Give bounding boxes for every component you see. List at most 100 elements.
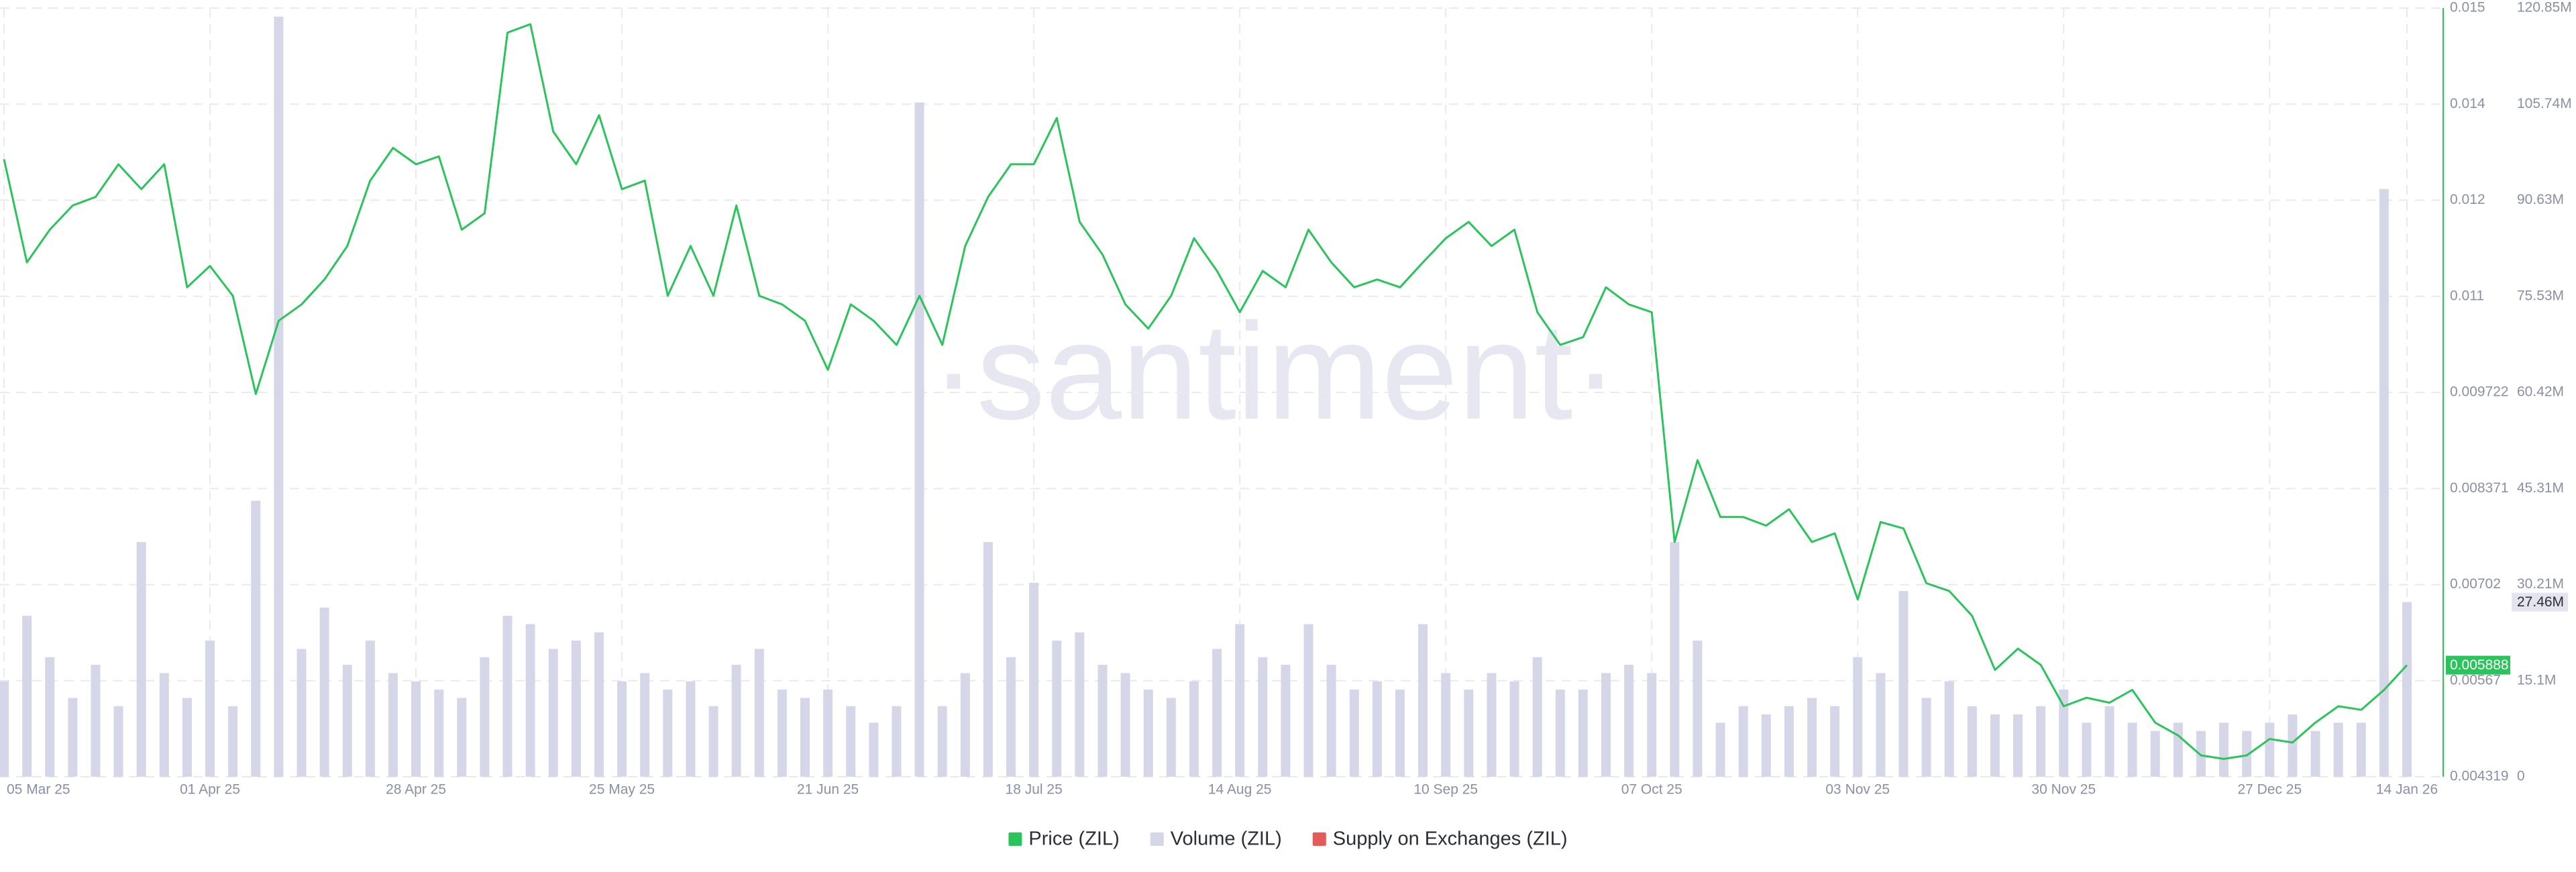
volume-bar — [2173, 722, 2183, 777]
volume-bar — [274, 16, 284, 777]
legend-swatch — [1150, 832, 1164, 846]
volume-bar — [1487, 673, 1497, 777]
y-tick-label: 0.014 — [2450, 96, 2485, 111]
volume-bar — [1853, 657, 1863, 777]
volume-bar — [159, 673, 169, 777]
volume-bar — [594, 632, 604, 777]
volume-bar — [1143, 690, 1153, 777]
volume-bar — [892, 706, 902, 777]
volume-bar — [1967, 706, 1977, 777]
volume-bar — [1693, 641, 1703, 777]
volume-bar — [1578, 690, 1588, 777]
volume-bar — [2150, 730, 2160, 777]
volume-bar — [205, 641, 215, 777]
volume-bar — [388, 673, 398, 777]
volume-bar — [777, 690, 787, 777]
volume-bar — [2379, 188, 2389, 777]
volume-bar — [2288, 714, 2298, 777]
x-tick-label: 05 Mar 25 — [7, 782, 70, 798]
volume-bar — [2013, 714, 2023, 777]
volume-bar — [228, 706, 238, 777]
volume-bar — [960, 673, 970, 777]
x-tick-label: 25 May 25 — [589, 782, 655, 798]
volume-bar — [1006, 657, 1016, 777]
x-tick-label: 28 Apr 25 — [386, 782, 446, 798]
volume-bar — [1509, 681, 1519, 777]
volume-bar — [68, 698, 78, 777]
volume-marker-label: 27.46M — [2517, 594, 2564, 610]
y2-tick-label: 45.31M — [2517, 480, 2564, 496]
y2-tick-label: 120.85M — [2517, 0, 2572, 15]
volume-bar — [1670, 542, 1680, 777]
y-tick-label: 0.00567 — [2450, 672, 2501, 688]
volume-bar — [1464, 690, 1474, 777]
volume-bar — [1212, 649, 1222, 777]
x-tick-label: 01 Apr 25 — [180, 782, 240, 798]
y2-tick-label: 105.74M — [2517, 96, 2572, 111]
volume-bar — [342, 665, 352, 777]
volume-bar — [45, 657, 55, 777]
volume-bar — [113, 706, 123, 777]
volume-bar — [1624, 665, 1634, 777]
volume-bar — [937, 706, 947, 777]
x-tick-label: 18 Jul 25 — [1006, 782, 1063, 798]
volume-bar — [731, 665, 741, 777]
volume-bar — [708, 706, 718, 777]
volume-bar — [1647, 673, 1657, 777]
legend-label: Price (ZIL) — [1028, 828, 1119, 850]
y-tick-label: 0.015 — [2450, 0, 2485, 15]
volume-bar — [136, 542, 146, 777]
volume-bar — [319, 607, 329, 777]
volume-bar — [1898, 591, 1909, 777]
volume-bar — [1830, 706, 1840, 777]
volume-bar — [1166, 698, 1176, 777]
volume-bar — [1807, 698, 1817, 777]
volume-bar — [1395, 690, 1405, 777]
volume-bar — [663, 690, 673, 777]
volume-bar — [1738, 706, 1748, 777]
price-line — [3, 23, 2408, 760]
volume-bar — [1120, 673, 1130, 777]
volume-bar — [297, 649, 307, 777]
volume-bar — [2082, 722, 2092, 777]
volume-bar — [2242, 730, 2252, 777]
volume-bar — [800, 698, 810, 777]
x-tick-label: 03 Nov 25 — [1825, 782, 1890, 798]
volume-bar — [1876, 673, 1886, 777]
volume-bar — [1715, 722, 1725, 777]
x-tick-label: 21 Jun 25 — [797, 782, 859, 798]
volume-bar — [617, 681, 627, 777]
volume-bar — [914, 102, 924, 777]
volume-bar — [1441, 673, 1451, 777]
y2-tick-label: 0 — [2517, 769, 2525, 784]
volume-bar — [2059, 690, 2069, 777]
volume-bar — [2196, 730, 2206, 777]
volume-bar — [2127, 722, 2137, 777]
legend-label: Volume (ZIL) — [1171, 828, 1282, 850]
volume-bar — [2402, 602, 2412, 777]
volume-bar — [1784, 706, 1794, 777]
volume-bar — [686, 681, 696, 777]
volume-bar — [251, 500, 261, 777]
volume-bar — [22, 616, 32, 777]
volume-bar — [2104, 706, 2114, 777]
x-tick-label: 07 Oct 25 — [1621, 782, 1682, 798]
volume-bar — [502, 616, 513, 777]
volume-bar — [480, 657, 490, 777]
y2-tick-label: 90.63M — [2517, 192, 2564, 207]
volume-bar — [411, 681, 421, 777]
volume-bar — [2219, 722, 2229, 777]
volume-bar — [1326, 665, 1336, 777]
y-tick-label: 0.008371 — [2450, 480, 2509, 496]
volume-bar — [846, 706, 856, 777]
x-tick-label: 30 Nov 25 — [2031, 782, 2096, 798]
volume-bar — [365, 641, 375, 777]
volume-bar — [869, 722, 879, 777]
volume-bar — [983, 542, 993, 777]
volume-bar — [457, 698, 467, 777]
volume-bar — [1532, 657, 1542, 777]
volume-bar — [1761, 714, 1771, 777]
volume-bar — [1235, 624, 1245, 777]
volume-bar — [1075, 632, 1085, 777]
